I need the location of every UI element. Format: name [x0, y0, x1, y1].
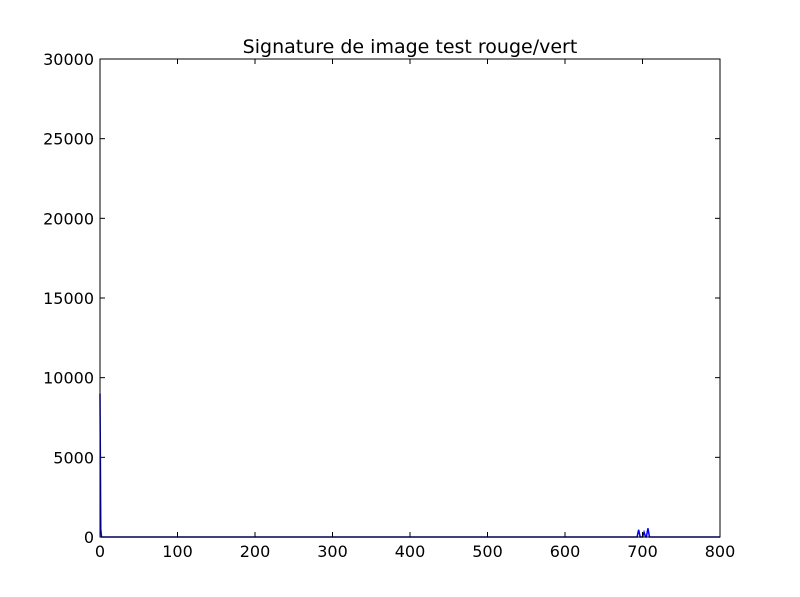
x-tick-label: 500 [472, 542, 503, 561]
x-tick-label: 400 [395, 542, 426, 561]
y-tick-label: 15000 [43, 289, 94, 308]
x-tick-label: 100 [162, 542, 193, 561]
y-tick-label: 0 [84, 528, 94, 547]
x-tick-label: 600 [550, 542, 581, 561]
x-tick-label: 800 [705, 542, 736, 561]
series-layer [99, 393, 720, 538]
ticks-layer: 0 100 200 300 400 500 600 700 800 0 5000 10000 15000… [43, 50, 735, 561]
y-tick-label: 5000 [53, 448, 94, 467]
x-tick-label: 0 [95, 542, 105, 561]
y-tick-label: 25000 [43, 130, 94, 149]
x-tick-label: 200 [240, 542, 271, 561]
plot-frame [99, 58, 721, 538]
series-line [99, 393, 720, 538]
chart-title: Signature de image test rouge/vert [243, 36, 578, 58]
y-tick-label: 30000 [43, 50, 94, 69]
y-tick-label: 20000 [43, 209, 94, 228]
x-tick-label: 300 [317, 542, 348, 561]
y-tick-label: 10000 [43, 369, 94, 388]
x-tick-label: 700 [627, 542, 658, 561]
